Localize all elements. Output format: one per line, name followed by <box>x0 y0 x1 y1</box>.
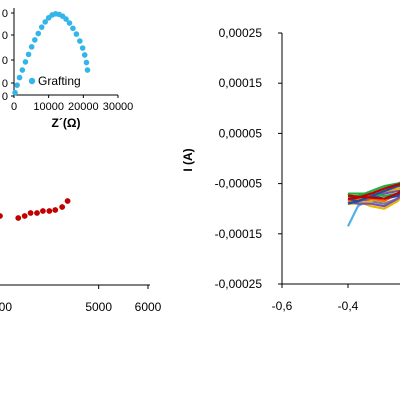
right-y-tick-label: 0,00005 <box>219 126 263 140</box>
inset-data-point <box>25 51 32 58</box>
left-data-point <box>64 198 71 204</box>
inset-data-point <box>83 59 90 66</box>
inset-data-point <box>19 67 26 73</box>
right-x-tick-label: -0,4 <box>338 299 359 313</box>
inset-y-tick-label: 0 <box>2 8 8 20</box>
right-y-tick-label: -0,00005 <box>215 177 263 191</box>
right-y-tick-label: -0,00025 <box>215 277 263 291</box>
inset-y-tick-label: 0 <box>2 30 8 42</box>
inset-data-point <box>81 52 88 58</box>
left-data-point <box>40 208 46 214</box>
inset-data-point <box>12 89 18 96</box>
inset-data-point <box>16 74 23 81</box>
inset-x-tick-label: 30000 <box>103 101 134 113</box>
inset-data-point <box>42 19 48 25</box>
left-data-point <box>52 207 59 213</box>
inset-data-point <box>32 37 38 43</box>
inset-data-point <box>73 31 80 37</box>
left-data-point <box>59 204 66 210</box>
inset-data-point <box>66 20 73 26</box>
inset-data-point <box>35 30 42 37</box>
left-data-point <box>46 208 53 214</box>
inset-y-tick-label: 0 <box>2 91 8 103</box>
right-y-axis-label: I (A) <box>181 148 195 171</box>
inset-data-point <box>70 25 76 32</box>
inset-data-point <box>84 67 91 73</box>
right-main-chart: 0,00025 0,00015 0,00005 -0,00005 -0,00015 -0,… <box>181 26 400 313</box>
inset-data-point <box>14 82 20 88</box>
left-data-point <box>34 210 40 216</box>
inset-y-tick-label: 0 <box>2 55 8 67</box>
right-y-tick-label: 0,00025 <box>219 26 263 40</box>
left-x-tick-label: 5000 <box>85 300 112 314</box>
inset-x-axis-label: Z´(Ω) <box>52 116 81 130</box>
inset-legend-label: Grafting <box>38 74 81 88</box>
inset-data-point <box>63 16 69 22</box>
left-data-point <box>27 210 34 216</box>
right-x-tick-label: -0,6 <box>272 299 293 313</box>
left-x-tick-label: 6000 <box>135 300 162 314</box>
inset-data-point <box>77 38 83 44</box>
inset-x-tick-label: 0 <box>11 101 17 113</box>
inset-x-tick-label: 10000 <box>33 101 64 113</box>
right-series-line <box>347 182 400 200</box>
left-data-point <box>0 213 3 219</box>
right-series-line <box>347 181 400 200</box>
left-main-chart: 00 5000 6000 <box>0 198 162 314</box>
left-data-point <box>21 213 28 219</box>
right-series-line <box>347 189 400 208</box>
inset-data-point <box>79 45 86 51</box>
inset-data-point <box>28 44 35 50</box>
right-y-tick-label: 0,00015 <box>219 76 263 90</box>
inset-x-tick-label: 20000 <box>68 101 99 113</box>
inset-y-tick-label: 0 <box>2 78 8 90</box>
left-data-point <box>15 215 22 221</box>
left-x-tick-label-partial: 00 <box>0 300 12 314</box>
inset-legend-marker <box>28 77 36 85</box>
inset-data-point <box>22 59 29 65</box>
right-y-tick-label: -0,00015 <box>215 227 263 241</box>
inset-data-point <box>38 24 45 30</box>
